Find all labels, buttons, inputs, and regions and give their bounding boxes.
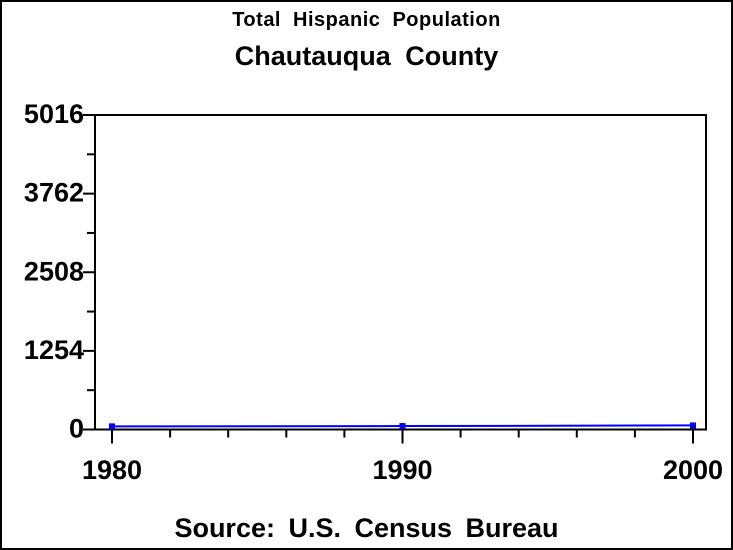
y-tick-label: 2508 <box>24 256 84 286</box>
y-axis-ticks <box>83 114 95 431</box>
x-tick-label: 1990 <box>372 455 432 485</box>
x-axis-labels: 1980 1990 2000 <box>82 455 723 485</box>
y-tick-label: 1254 <box>24 335 84 365</box>
y-tick-label: 5016 <box>24 99 84 129</box>
x-tick-label: 2000 <box>663 455 723 485</box>
data-series <box>109 422 696 430</box>
data-point-marker <box>109 423 115 430</box>
chart-subtitle: Chautauqua County <box>234 41 499 71</box>
y-tick-label: 3762 <box>24 178 84 208</box>
y-axis-labels: 0 1254 2508 3762 5016 <box>24 99 84 444</box>
x-axis-ticks <box>111 429 694 444</box>
data-point-marker <box>399 423 406 430</box>
source-note: Source: U.S. Census Bureau <box>174 513 559 543</box>
y-tick-label: 0 <box>69 414 84 444</box>
x-tick-label: 1980 <box>82 455 142 485</box>
plot-frame <box>94 114 707 431</box>
data-point-marker <box>690 422 696 429</box>
chart-title: Total Hispanic Population <box>232 9 501 31</box>
